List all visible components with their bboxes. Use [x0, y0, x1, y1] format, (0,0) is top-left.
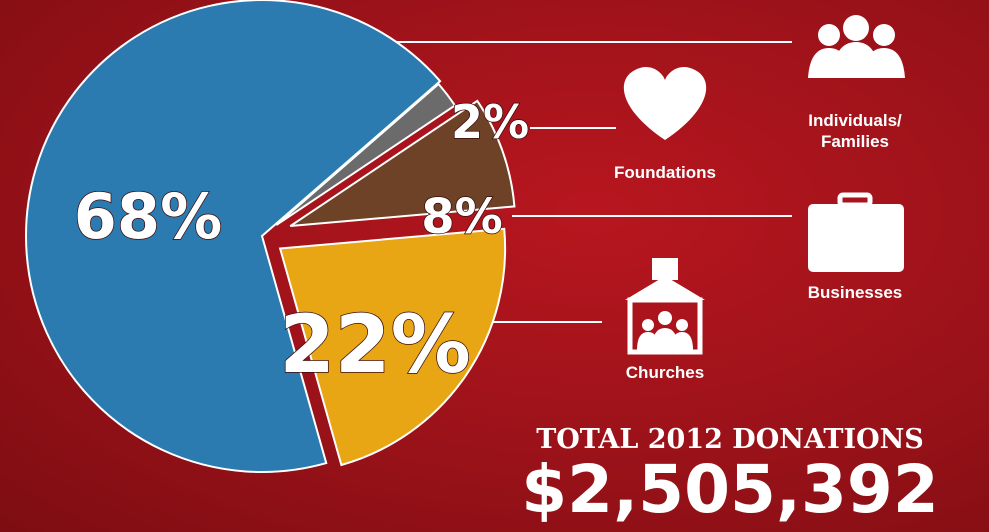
- category-label: Individuals/ Families: [808, 111, 902, 151]
- pie-slice: [275, 82, 457, 226]
- value-label: 8%: [421, 189, 503, 245]
- category-label: Churches: [625, 363, 705, 382]
- heart-icon: [623, 67, 707, 140]
- category-label: Foundations: [614, 163, 716, 182]
- category-label: Businesses: [807, 283, 903, 302]
- pie: [25, 0, 516, 473]
- value-label: 2%: [451, 95, 529, 149]
- total-value: $2,505,392: [521, 451, 939, 528]
- briefcase-icon: [808, 192, 904, 272]
- leader-lines: [320, 41, 792, 323]
- family-icon: [808, 15, 905, 78]
- pie-slice: [278, 227, 507, 467]
- value-label: 22%: [279, 298, 470, 391]
- pie-slice: [289, 99, 516, 228]
- pie-slice: [25, 0, 442, 473]
- value-label: 68%: [74, 180, 222, 253]
- church-icon: [625, 258, 705, 355]
- total-label: TOTAL 2012 DONATIONS: [536, 424, 924, 455]
- icons: [623, 15, 905, 355]
